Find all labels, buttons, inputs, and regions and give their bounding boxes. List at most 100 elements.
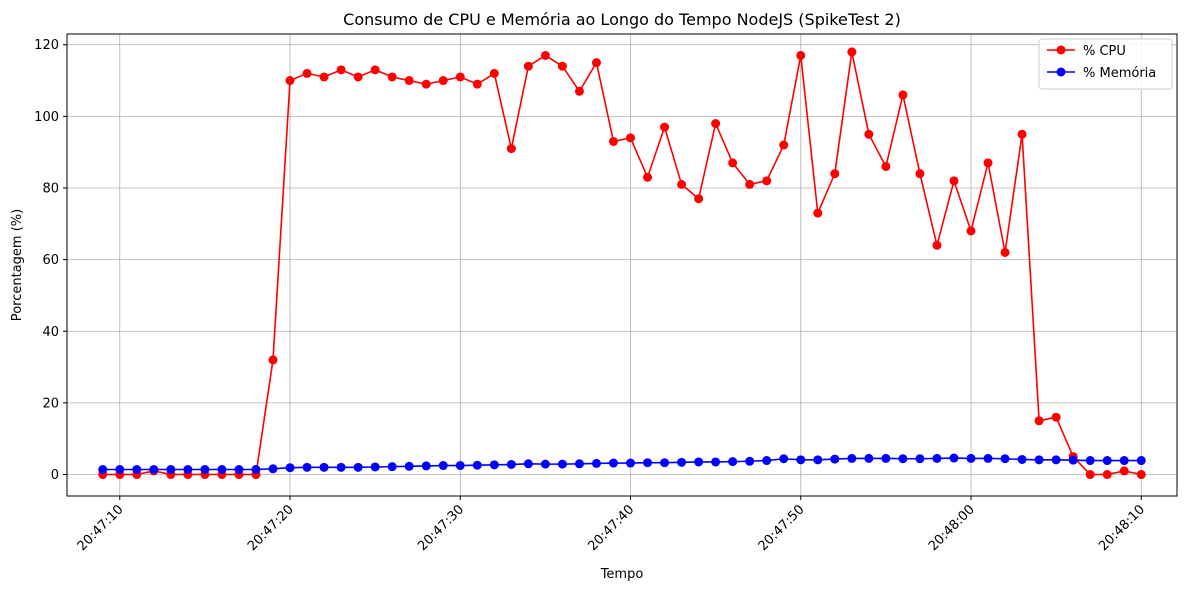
x-tick-label: 20:48:10 bbox=[1096, 502, 1148, 554]
data-point bbox=[1051, 455, 1061, 465]
data-point bbox=[677, 179, 687, 189]
data-point bbox=[915, 169, 925, 179]
y-tick-label: 0 bbox=[51, 468, 59, 483]
data-point bbox=[353, 72, 363, 82]
plot-frame bbox=[66, 33, 1178, 497]
data-point bbox=[591, 58, 601, 68]
data-point bbox=[1085, 456, 1095, 466]
data-point bbox=[728, 158, 738, 168]
data-point bbox=[1136, 470, 1146, 480]
data-point bbox=[268, 355, 278, 365]
data-point bbox=[762, 176, 772, 186]
data-point bbox=[983, 158, 993, 168]
data-point bbox=[489, 460, 499, 470]
x-axis: 20:47:10 20:47:20 20:47:30 20:47:40 20:47:50… bbox=[75, 496, 1148, 554]
data-point bbox=[319, 462, 329, 472]
data-point bbox=[523, 61, 533, 71]
data-point bbox=[932, 453, 942, 463]
data-point bbox=[166, 464, 176, 474]
data-point bbox=[608, 458, 618, 468]
data-point bbox=[898, 90, 908, 100]
data-point bbox=[1102, 470, 1112, 480]
y-tick-label: 20 bbox=[42, 396, 59, 411]
data-point bbox=[98, 464, 108, 474]
data-point bbox=[949, 453, 959, 463]
data-point bbox=[472, 79, 482, 89]
data-point bbox=[285, 76, 295, 86]
data-point bbox=[626, 133, 636, 143]
data-point bbox=[1034, 416, 1044, 426]
data-point bbox=[677, 457, 687, 467]
data-point bbox=[370, 65, 380, 75]
data-point bbox=[472, 460, 482, 470]
data-point bbox=[779, 454, 789, 464]
data-point bbox=[336, 462, 346, 472]
series-layer bbox=[98, 47, 1146, 480]
data-point bbox=[438, 76, 448, 86]
x-axis-label: Tempo bbox=[600, 567, 644, 582]
data-point bbox=[217, 464, 227, 474]
x-tick-label: 20:47:40 bbox=[585, 502, 637, 554]
legend-box bbox=[1038, 38, 1173, 90]
y-tick-label: 80 bbox=[42, 182, 59, 197]
data-point bbox=[1068, 455, 1078, 465]
y-tick-label: 60 bbox=[42, 253, 59, 268]
data-point bbox=[115, 464, 125, 474]
x-tick-label: 20:47:10 bbox=[75, 502, 127, 554]
y-tick-label: 120 bbox=[34, 38, 59, 53]
data-point bbox=[762, 456, 772, 466]
data-point bbox=[404, 76, 414, 86]
series-line bbox=[102, 51, 1142, 476]
data-point bbox=[1119, 456, 1129, 466]
data-point bbox=[1136, 456, 1146, 466]
data-point bbox=[847, 453, 857, 463]
y-tick-label: 40 bbox=[42, 325, 59, 340]
x-tick-label: 20:48:00 bbox=[926, 502, 978, 554]
data-point bbox=[540, 50, 550, 60]
data-point bbox=[1085, 470, 1095, 480]
data-point bbox=[1034, 455, 1044, 465]
data-point bbox=[1051, 412, 1061, 422]
data-point bbox=[813, 455, 823, 465]
data-point bbox=[421, 79, 431, 89]
data-point bbox=[932, 240, 942, 250]
data-point bbox=[489, 68, 499, 78]
data-point bbox=[591, 458, 601, 468]
data-point bbox=[745, 456, 755, 466]
data-point bbox=[864, 129, 874, 139]
data-point bbox=[983, 453, 993, 463]
data-point bbox=[1102, 456, 1112, 466]
data-point bbox=[745, 179, 755, 189]
data-point bbox=[694, 194, 704, 204]
data-point bbox=[796, 50, 806, 60]
data-point bbox=[404, 461, 414, 471]
data-point bbox=[132, 464, 142, 474]
data-point bbox=[966, 226, 976, 236]
data-point bbox=[506, 144, 516, 154]
data-point bbox=[200, 464, 210, 474]
data-point bbox=[1119, 466, 1129, 476]
data-point bbox=[1017, 454, 1027, 464]
x-tick-label: 20:47:30 bbox=[415, 502, 467, 554]
data-point bbox=[830, 454, 840, 464]
legend-marker-memory bbox=[1056, 67, 1066, 77]
y-axis-label: Porcentagem (%) bbox=[10, 209, 25, 321]
data-point bbox=[387, 72, 397, 82]
data-point bbox=[183, 464, 193, 474]
grid bbox=[67, 34, 1177, 496]
legend-marker-cpu bbox=[1056, 45, 1066, 55]
data-point bbox=[574, 459, 584, 469]
data-point bbox=[523, 459, 533, 469]
data-point bbox=[847, 47, 857, 57]
data-point bbox=[711, 457, 721, 467]
data-point bbox=[643, 458, 653, 468]
data-point bbox=[234, 464, 244, 474]
data-point bbox=[779, 140, 789, 150]
data-point bbox=[285, 463, 295, 473]
data-point bbox=[949, 176, 959, 186]
data-point bbox=[336, 65, 346, 75]
series-cpu bbox=[98, 47, 1146, 480]
data-point bbox=[830, 169, 840, 179]
series-memory bbox=[98, 453, 1146, 474]
